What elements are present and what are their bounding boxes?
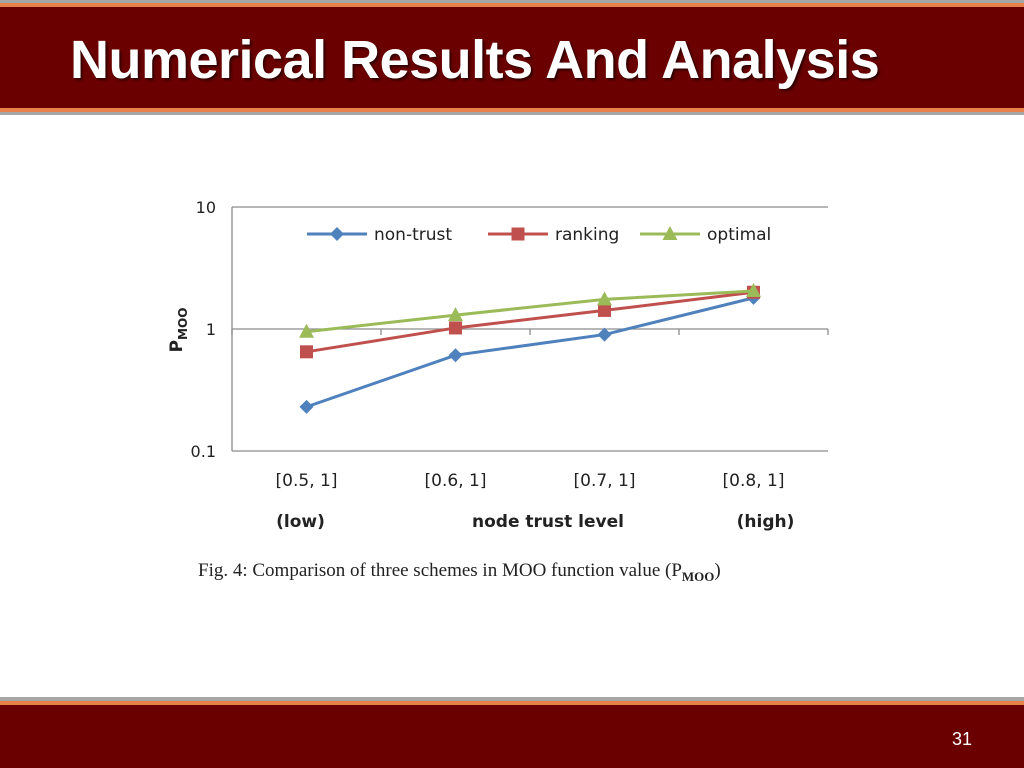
slide-title: Numerical Results And Analysis xyxy=(70,30,880,90)
legend-label: ranking xyxy=(555,225,619,245)
data-point-optimal xyxy=(299,323,314,338)
x-tick-label: [0.7, 1] xyxy=(574,471,636,491)
caption-close: ) xyxy=(714,560,721,581)
y-axis-label-main: P xyxy=(167,340,187,352)
figure-caption: Fig. 4: Comparison of three schemes in M… xyxy=(198,560,721,585)
y-tick-label: 0.1 xyxy=(191,442,216,461)
x-tick-label: [0.6, 1] xyxy=(425,471,487,491)
data-point-ranking xyxy=(598,303,611,317)
pmoo-line-chart: 0.1 1 10 [0.5, 1] [0.6, 1] [0.7, 1] [0.8, 1] (l… xyxy=(167,198,829,532)
y-tick-label: 10 xyxy=(196,198,216,217)
x-annotation-low: (low) xyxy=(276,512,325,532)
data-point-non-trust xyxy=(448,348,463,363)
x-annotation-high: (high) xyxy=(737,512,795,532)
x-axis-label: node trust level xyxy=(472,512,624,532)
slide-header: Numerical Results And Analysis xyxy=(0,7,1024,108)
footer-gray-rule xyxy=(0,697,1024,701)
legend-label: optimal xyxy=(707,225,771,245)
data-point-non-trust xyxy=(299,399,314,414)
x-tick-label: [0.5, 1] xyxy=(276,471,338,491)
y-tick-label: 1 xyxy=(206,320,216,339)
caption-text: Fig. 4: Comparison of three schemes in M… xyxy=(198,560,682,581)
page-number: 31 xyxy=(951,729,972,749)
caption-subscript: MOO xyxy=(681,568,715,584)
y-axis-label-sub: MOO xyxy=(176,308,190,340)
data-point-optimal xyxy=(597,291,612,306)
legend-marker xyxy=(511,227,525,241)
header-orange-rule xyxy=(0,108,1024,112)
footer-orange-rule xyxy=(0,701,1024,705)
top-gray-rule xyxy=(0,0,1024,3)
x-tick-label: [0.8, 1] xyxy=(723,471,785,491)
slide-footer: 31 xyxy=(0,705,1024,768)
top-orange-rule xyxy=(0,3,1024,7)
series-line-optimal xyxy=(306,289,754,334)
data-point-ranking xyxy=(300,345,313,359)
legend-marker xyxy=(330,227,344,241)
series-line-ranking xyxy=(306,290,754,354)
header-gray-rule xyxy=(0,112,1024,115)
data-point-non-trust xyxy=(597,327,612,342)
data-point-optimal xyxy=(448,307,463,322)
data-point-ranking xyxy=(449,321,462,335)
y-axis-label: PMOO xyxy=(167,308,190,353)
figure: 0.1 1 10 [0.5, 1] [0.6, 1] [0.7, 1] [0.8, 1] (l… xyxy=(150,180,850,600)
legend-marker xyxy=(662,226,678,240)
series-line-non-trust xyxy=(306,296,754,409)
data-point-optimal xyxy=(746,282,761,297)
legend-label: non-trust xyxy=(374,225,452,245)
